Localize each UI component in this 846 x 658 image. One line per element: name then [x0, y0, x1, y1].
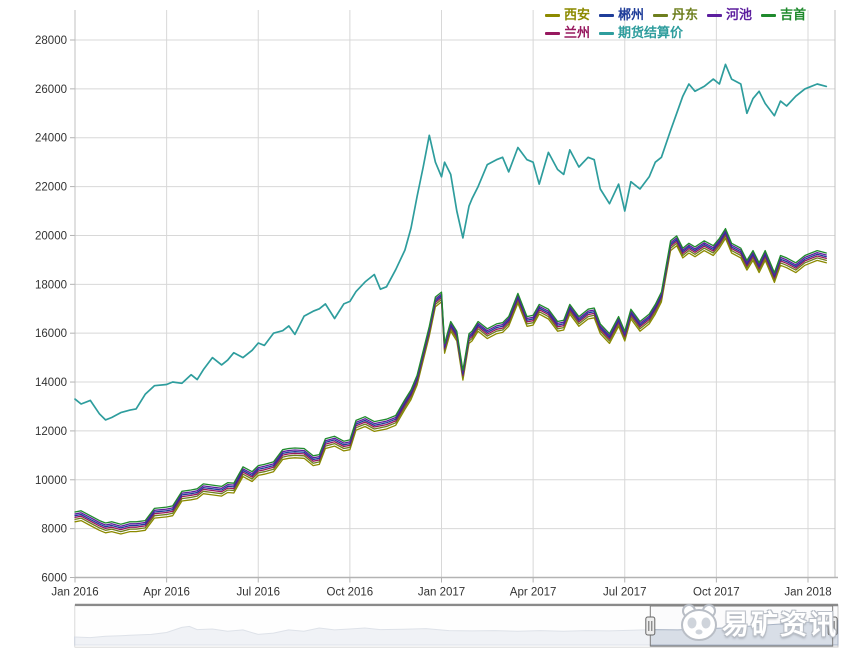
legend-marker-icon [761, 13, 777, 17]
legend-label: 河池 [726, 7, 753, 22]
x-axis-tick-label: Jan 2017 [418, 587, 465, 599]
legend-item-4[interactable]: 吉首 [761, 7, 806, 23]
x-axis-tick-label: Apr 2017 [510, 587, 557, 599]
series-line-4[interactable] [74, 227, 827, 525]
y-axis-tick-label: 26000 [35, 84, 67, 96]
legend-marker-icon [599, 13, 615, 17]
legend-label: 西安 [564, 7, 591, 22]
series-line-1[interactable] [74, 231, 827, 529]
legend-item-2[interactable]: 丹东 [653, 7, 698, 23]
legend-item-5[interactable]: 兰州 [545, 25, 590, 41]
legend-marker-icon [653, 13, 669, 17]
legend-marker-icon [545, 31, 560, 35]
range-navigator[interactable] [0, 600, 846, 658]
series-line-0[interactable] [74, 237, 827, 535]
y-axis-tick-label: 22000 [35, 182, 67, 194]
chart-legend: 西安 郴州 丹东 河池 吉首兰州 期货结算价 [545, 7, 845, 41]
legend-label: 期货结算价 [618, 25, 684, 40]
legend-item-1[interactable]: 郴州 [599, 7, 644, 23]
y-axis-tick-label: 12000 [35, 426, 67, 438]
y-axis-tick-label: 28000 [35, 35, 67, 47]
y-axis-tick-label: 20000 [35, 230, 67, 242]
x-axis-tick-label: Oct 2016 [327, 587, 374, 599]
legend-label: 兰州 [564, 25, 591, 40]
series-line-6[interactable] [74, 63, 828, 421]
x-axis-tick-label: Jan 2016 [51, 587, 98, 599]
y-axis-tick-label: 24000 [35, 133, 67, 145]
series-line-2[interactable] [74, 235, 827, 533]
legend-label: 吉首 [780, 7, 807, 22]
y-axis-tick-label: 6000 [41, 573, 67, 585]
navigator-handle-right[interactable] [827, 616, 838, 636]
y-axis-tick-label: 10000 [35, 475, 67, 487]
legend-label: 郴州 [618, 7, 645, 22]
y-axis-tick-label: 14000 [35, 377, 67, 389]
legend-item-6[interactable]: 期货结算价 [599, 25, 683, 41]
legend-label: 丹东 [672, 7, 699, 22]
y-axis-tick-label: 18000 [35, 279, 67, 291]
y-axis-tick-label: 8000 [41, 524, 67, 536]
legend-marker-icon [545, 13, 560, 17]
x-axis-tick-label: Jul 2016 [237, 587, 280, 599]
x-axis-tick-label: Jan 2018 [784, 587, 831, 599]
x-axis-tick-label: Apr 2016 [143, 587, 190, 599]
legend-marker-icon [707, 13, 723, 17]
price-chart-plot[interactable]: 6000 8000 10000 12000 14000 16000 18000 20000 22… [0, 0, 846, 600]
x-axis-tick-label: Oct 2017 [693, 587, 740, 599]
y-axis-tick-label: 16000 [35, 328, 67, 340]
legend-marker-icon [599, 31, 615, 35]
legend-item-3[interactable]: 河池 [707, 7, 752, 23]
x-axis-tick-label: Jul 2017 [603, 587, 646, 599]
legend-item-0[interactable]: 西安 [545, 7, 590, 23]
navigator-handle-left[interactable] [645, 616, 656, 636]
navigator-mask-left [75, 606, 651, 647]
